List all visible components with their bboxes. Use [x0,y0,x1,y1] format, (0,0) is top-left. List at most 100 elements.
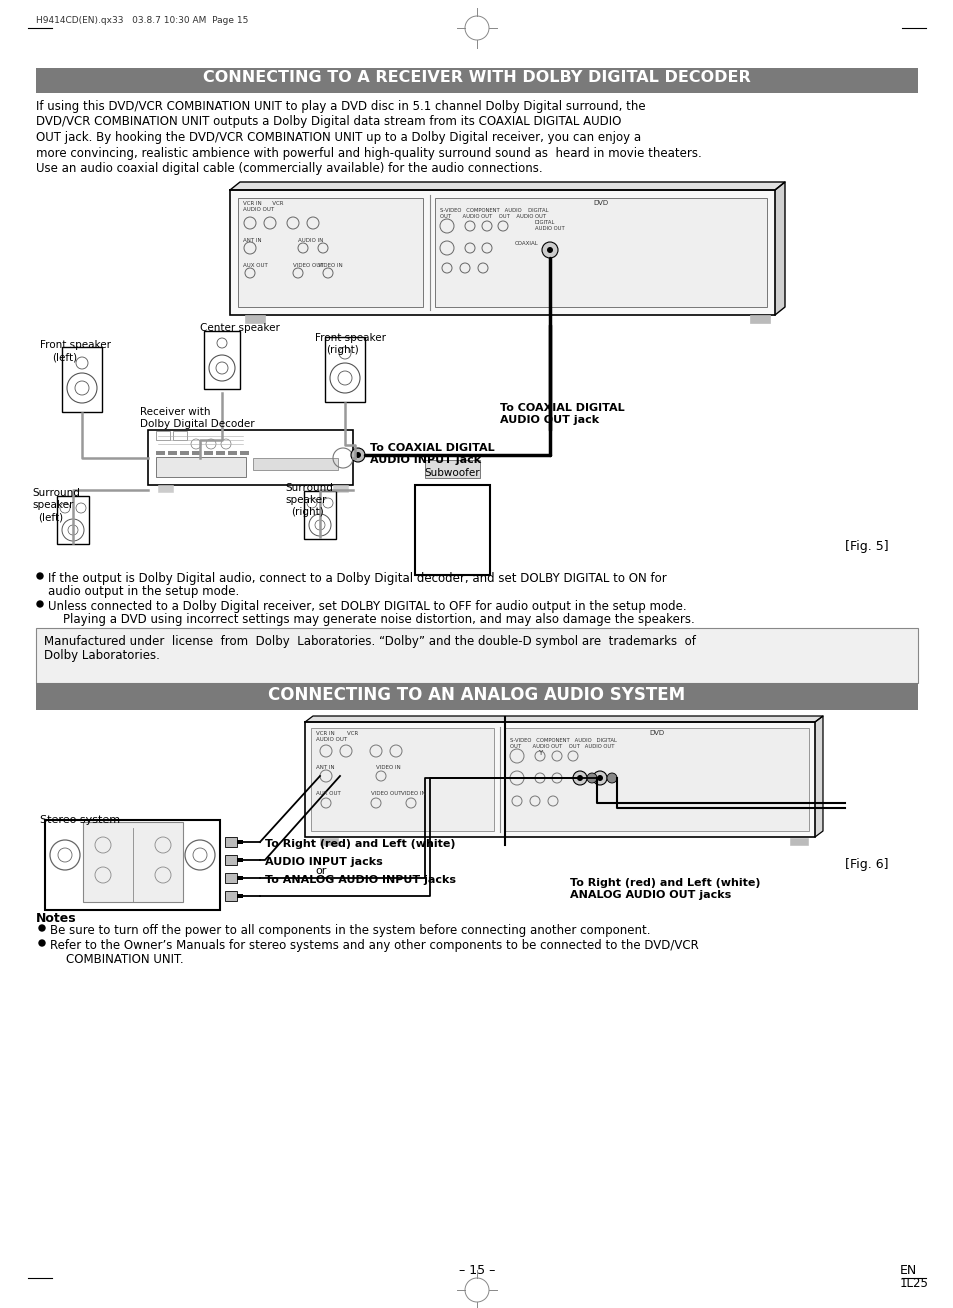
Circle shape [573,770,586,785]
Bar [319,838,337,845]
Bar [230,190,774,315]
Circle shape [37,600,43,607]
Text: AUDIO IN: AUDIO IN [297,238,323,243]
Text: COMBINATION UNIT.: COMBINATION UNIT. [66,954,183,967]
Text: Front speaker: Front speaker [40,340,111,351]
Bar [240,451,249,455]
Bar [225,872,236,883]
Circle shape [351,449,365,462]
Text: Dolby Laboratories.: Dolby Laboratories. [44,649,160,662]
Circle shape [541,242,558,258]
Bar [304,490,335,539]
Circle shape [37,573,43,579]
Polygon shape [814,715,822,837]
Bar [172,432,187,439]
Text: Unless connected to a Dolby Digital receiver, set DOLBY DIGITAL to OFF for audio: Unless connected to a Dolby Digital rece… [48,600,686,613]
Bar [36,683,917,710]
Text: speaker: speaker [285,494,326,505]
Bar [36,628,917,683]
Bar [424,460,479,477]
Text: Be sure to turn off the power to all components in the system before connecting : Be sure to turn off the power to all com… [50,923,650,937]
Text: (right): (right) [326,345,358,354]
Text: Notes: Notes [36,912,76,925]
Text: AUDIO INPUT jack: AUDIO INPUT jack [370,455,480,466]
Text: If the output is Dolby Digital audio, connect to a Dolby Digital decoder, and se: If the output is Dolby Digital audio, co… [48,572,666,585]
Text: S-VIDEO   COMPONENT   AUDIO   DIGITAL: S-VIDEO COMPONENT AUDIO DIGITAL [510,738,617,743]
Text: Y: Y [537,749,541,756]
Text: Center speaker: Center speaker [200,323,279,334]
Bar [45,820,220,910]
Text: VIDEO IN: VIDEO IN [400,791,425,797]
Bar [237,198,422,307]
Bar [192,451,201,455]
Text: Surround: Surround [32,488,80,498]
Text: (left): (left) [52,352,77,362]
Bar [236,876,243,880]
Text: OUT jack. By hooking the DVD/VCR COMBINATION UNIT up to a Dolby Digital receiver: OUT jack. By hooking the DVD/VCR COMBINA… [36,131,640,144]
Text: Subwoofer: Subwoofer [424,468,479,477]
Bar [180,451,189,455]
Circle shape [546,247,553,252]
Bar [156,456,246,477]
Text: To Right (red) and Left (white): To Right (red) and Left (white) [265,838,455,849]
Text: VIDEO OUT: VIDEO OUT [371,791,401,797]
Polygon shape [230,182,784,190]
Text: Refer to the Owner’s Manuals for stereo systems and any other components to be c: Refer to the Owner’s Manuals for stereo … [50,939,698,952]
Text: DIGITAL: DIGITAL [535,220,555,225]
Bar [311,729,494,831]
Text: VIDEO IN: VIDEO IN [375,765,400,770]
Text: Manufactured under  license  from  Dolby  Laboratories. “Dolby” and the double-D: Manufactured under license from Dolby La… [44,634,695,647]
Circle shape [39,925,45,931]
Bar [156,451,165,455]
Circle shape [39,940,45,946]
Text: [Fig. 6]: [Fig. 6] [844,858,887,871]
Text: OUT       AUDIO OUT    OUT   AUDIO OUT: OUT AUDIO OUT OUT AUDIO OUT [510,744,614,749]
Text: Front speaker: Front speaker [314,334,386,343]
Text: Dolby Digital Decoder: Dolby Digital Decoder [140,419,254,429]
Circle shape [577,776,582,781]
Text: [Fig. 5]: [Fig. 5] [844,540,887,553]
Bar [158,485,172,492]
Bar [253,458,337,470]
Bar [435,198,766,307]
Text: ANT IN: ANT IN [243,238,261,243]
Text: ANALOG AUDIO OUT jacks: ANALOG AUDIO OUT jacks [569,889,731,900]
Text: ANT IN: ANT IN [315,765,335,770]
Text: more convincing, realistic ambience with powerful and high-quality surround soun: more convincing, realistic ambience with… [36,146,701,160]
Bar [204,331,240,388]
Text: DVD: DVD [649,730,664,736]
Text: VCR IN       VCR: VCR IN VCR [315,731,358,736]
Text: (left): (left) [38,511,63,522]
Bar [504,729,808,831]
Text: or: or [314,866,326,876]
Bar [168,451,177,455]
Bar [204,451,213,455]
Text: DVD: DVD [593,200,608,205]
Text: 1L25: 1L25 [899,1277,928,1290]
Bar [57,496,89,544]
Text: DVD/VCR COMBINATION UNIT outputs a Dolby Digital data stream from its COAXIAL DI: DVD/VCR COMBINATION UNIT outputs a Dolby… [36,115,620,128]
Text: VCR IN      VCR: VCR IN VCR [243,201,283,205]
Bar [225,837,236,848]
Bar [228,451,236,455]
Circle shape [606,773,617,783]
Text: AUDIO OUT: AUDIO OUT [243,207,274,212]
Text: Use an audio coaxial digital cable (commercially available) for the audio connec: Use an audio coaxial digital cable (comm… [36,162,542,175]
Bar [156,432,170,439]
Bar [215,451,225,455]
Bar [245,315,265,323]
Circle shape [597,776,602,781]
Text: To Right (red) and Left (white): To Right (red) and Left (white) [569,878,760,888]
Circle shape [355,453,360,458]
Bar [333,485,348,492]
Text: VIDEO OUT: VIDEO OUT [293,263,323,268]
Text: COAXIAL: COAXIAL [515,241,538,246]
Bar [225,891,236,901]
Text: EN: EN [899,1264,916,1277]
Bar [305,722,814,837]
Bar [236,840,243,844]
Bar [148,430,353,485]
Text: AUX OUT: AUX OUT [315,791,340,797]
Bar [225,855,236,865]
Text: AUX OUT: AUX OUT [243,263,268,268]
